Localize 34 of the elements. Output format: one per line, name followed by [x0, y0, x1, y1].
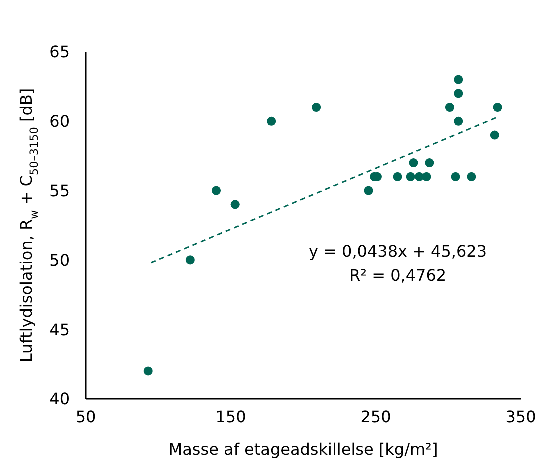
- y-tick-label: 40: [50, 390, 70, 409]
- annotation: y = 0,0438x + 45,623: [308, 241, 488, 263]
- y-tick-label: 65: [50, 42, 70, 62]
- point: [493, 103, 502, 112]
- point: [406, 172, 416, 182]
- point: [422, 172, 432, 182]
- point: [186, 256, 195, 265]
- point: [454, 89, 464, 98]
- x-tick-label: 250: [360, 407, 392, 426]
- point: [467, 172, 476, 182]
- point: [267, 116, 276, 126]
- point: [454, 75, 464, 84]
- y-tick-label: 45: [50, 320, 70, 340]
- point: [425, 158, 434, 168]
- point: [454, 116, 464, 126]
- y-tick-label: 55: [50, 181, 70, 200]
- point: [364, 186, 374, 196]
- point: [490, 130, 500, 140]
- point: [409, 158, 418, 168]
- point: [312, 103, 322, 112]
- point: [451, 172, 460, 182]
- point: [144, 366, 153, 376]
- annotation: R² = 0,4762: [348, 265, 448, 287]
- x-axis-title: Masse af etageadskillelse [kg/m²]: [168, 440, 438, 459]
- point: [414, 172, 424, 182]
- point: [212, 186, 222, 196]
- point: [230, 200, 240, 210]
- x-tick-label: 150: [216, 407, 246, 426]
- point: [445, 103, 454, 112]
- y-tick-label: 60: [50, 112, 70, 132]
- x-tick-label: 50: [76, 407, 96, 426]
- point: [393, 172, 402, 182]
- x-tick-label: 350: [506, 407, 536, 426]
- y-tick-label: 50: [50, 250, 70, 270]
